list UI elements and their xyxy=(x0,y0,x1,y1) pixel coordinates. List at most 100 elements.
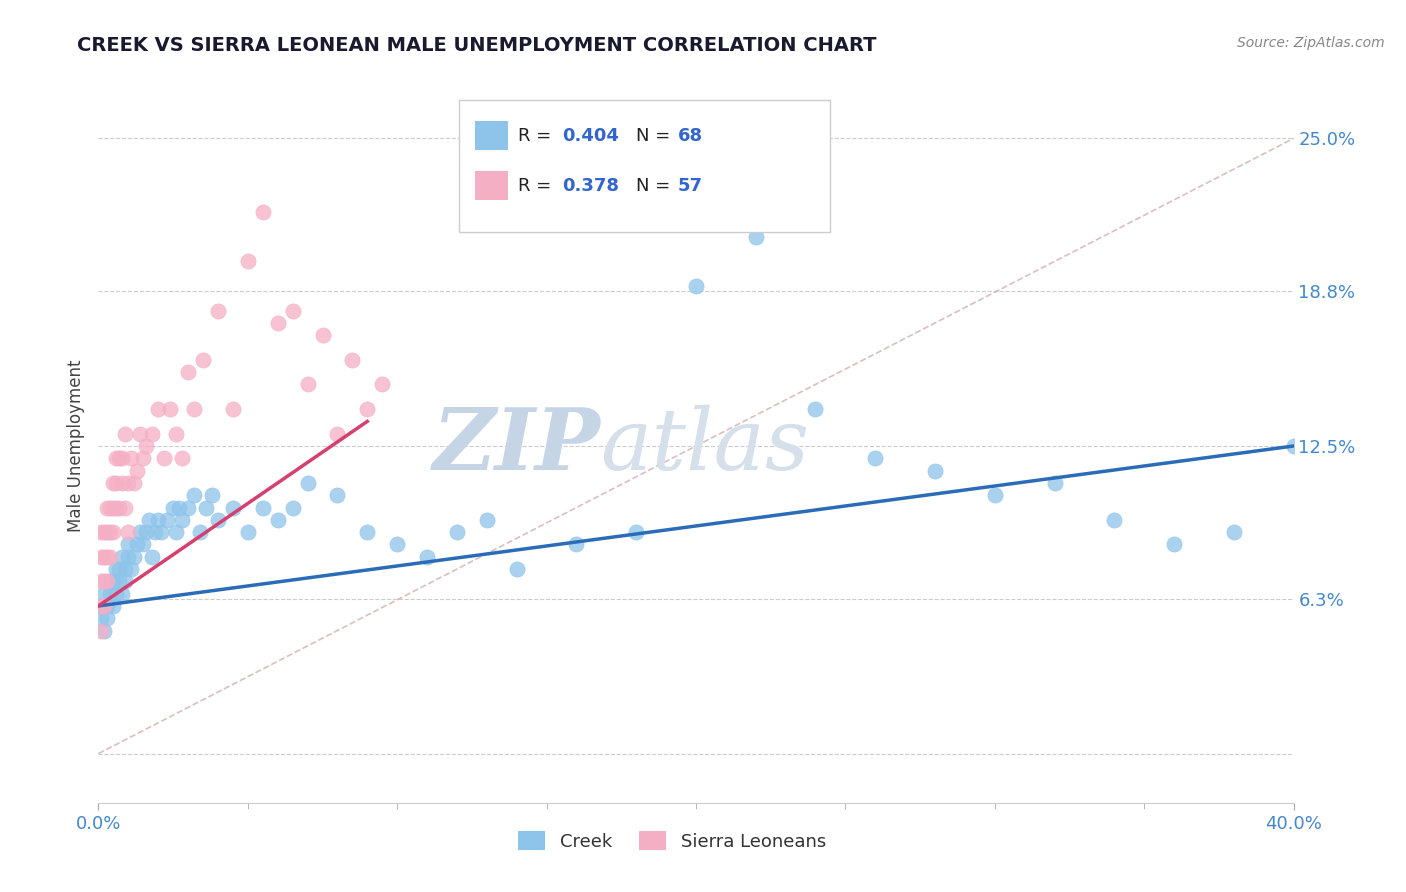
Text: 0.378: 0.378 xyxy=(562,177,619,194)
Point xyxy=(117,525,139,540)
Point xyxy=(143,525,166,540)
Point xyxy=(117,475,139,490)
Point xyxy=(90,525,112,540)
Point xyxy=(148,513,170,527)
Point xyxy=(188,525,211,540)
Point xyxy=(281,500,304,515)
Text: ZIP: ZIP xyxy=(433,404,600,488)
Point xyxy=(267,316,290,330)
Bar xyxy=(475,121,509,150)
Y-axis label: Male Unemployment: Male Unemployment xyxy=(66,359,84,533)
Point xyxy=(267,513,290,527)
Point xyxy=(311,328,333,343)
Point xyxy=(120,451,142,466)
Point xyxy=(114,426,136,441)
Point xyxy=(326,488,349,502)
Point xyxy=(1163,537,1185,551)
Point xyxy=(207,513,229,527)
Point xyxy=(114,562,136,576)
Legend: Creek, Sierra Leoneans: Creek, Sierra Leoneans xyxy=(510,824,834,858)
Point xyxy=(120,562,142,576)
Point xyxy=(124,549,146,564)
Point xyxy=(141,549,163,564)
Point xyxy=(385,537,409,551)
Point xyxy=(108,574,131,589)
Point xyxy=(183,402,205,417)
Point xyxy=(98,525,122,540)
Point xyxy=(108,451,131,466)
Point xyxy=(297,377,319,392)
Point xyxy=(129,525,152,540)
Point xyxy=(172,513,194,527)
Point xyxy=(96,599,118,613)
Point xyxy=(222,500,245,515)
Point xyxy=(90,574,112,589)
Point xyxy=(156,513,179,527)
Point xyxy=(326,426,349,441)
Point xyxy=(114,500,136,515)
Point xyxy=(172,451,194,466)
Point xyxy=(93,587,115,601)
Point xyxy=(804,402,827,417)
Point xyxy=(865,451,887,466)
Point xyxy=(96,500,118,515)
Point xyxy=(685,279,707,293)
Point xyxy=(416,549,439,564)
Point xyxy=(1104,513,1126,527)
Point xyxy=(148,402,170,417)
Text: N =: N = xyxy=(637,127,676,145)
Point xyxy=(135,439,157,453)
Point xyxy=(108,500,131,515)
Point xyxy=(117,537,139,551)
Point xyxy=(342,352,364,367)
Point xyxy=(475,513,498,527)
Text: CREEK VS SIERRA LEONEAN MALE UNEMPLOYMENT CORRELATION CHART: CREEK VS SIERRA LEONEAN MALE UNEMPLOYMEN… xyxy=(77,36,877,54)
Point xyxy=(127,537,149,551)
Point xyxy=(117,549,139,564)
Point xyxy=(111,549,134,564)
Text: R =: R = xyxy=(517,127,557,145)
Point xyxy=(745,230,768,244)
Point xyxy=(236,525,259,540)
Point xyxy=(111,451,134,466)
Point xyxy=(236,254,259,268)
Point xyxy=(103,574,125,589)
Text: Source: ZipAtlas.com: Source: ZipAtlas.com xyxy=(1237,36,1385,50)
Point xyxy=(371,377,394,392)
Point xyxy=(93,525,115,540)
Point xyxy=(165,426,187,441)
Point xyxy=(252,500,274,515)
Point xyxy=(356,525,378,540)
Point xyxy=(105,500,128,515)
Point xyxy=(132,451,155,466)
Point xyxy=(105,562,128,576)
Text: 57: 57 xyxy=(678,177,703,194)
Text: 0.404: 0.404 xyxy=(562,127,619,145)
Point xyxy=(105,451,128,466)
Point xyxy=(111,475,134,490)
Point xyxy=(201,488,224,502)
Point xyxy=(183,488,205,502)
Text: 68: 68 xyxy=(678,127,703,145)
Point xyxy=(98,574,122,589)
Point xyxy=(98,500,122,515)
Point xyxy=(626,525,648,540)
Point xyxy=(252,205,274,219)
Point xyxy=(96,525,118,540)
Point xyxy=(446,525,468,540)
Text: atlas: atlas xyxy=(600,405,810,487)
FancyBboxPatch shape xyxy=(460,100,830,232)
Point xyxy=(506,562,529,576)
Point xyxy=(132,537,155,551)
Point xyxy=(90,624,112,638)
Point xyxy=(356,402,378,417)
Point xyxy=(90,549,112,564)
Point xyxy=(98,549,122,564)
Point xyxy=(90,611,112,625)
Point xyxy=(153,451,176,466)
Point xyxy=(135,525,157,540)
Point xyxy=(150,525,173,540)
Point xyxy=(159,402,181,417)
Point xyxy=(297,475,319,490)
Point xyxy=(103,599,125,613)
